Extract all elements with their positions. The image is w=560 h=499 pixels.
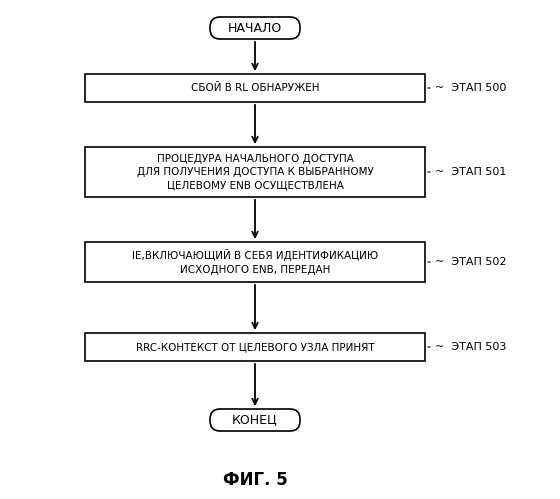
Text: ~  ЭТАП 500: ~ ЭТАП 500: [435, 83, 506, 93]
Text: НАЧАЛО: НАЧАЛО: [228, 21, 282, 34]
Text: ФИГ. 5: ФИГ. 5: [223, 471, 287, 489]
Text: КОНЕЦ: КОНЕЦ: [232, 414, 278, 427]
FancyBboxPatch shape: [85, 333, 425, 361]
FancyBboxPatch shape: [210, 409, 300, 431]
Text: RRC-КОНТЕКСТ ОТ ЦЕЛЕВОГО УЗЛА ПРИНЯТ: RRC-КОНТЕКСТ ОТ ЦЕЛЕВОГО УЗЛА ПРИНЯТ: [136, 342, 374, 352]
Text: ~  ЭТАП 503: ~ ЭТАП 503: [435, 342, 506, 352]
FancyBboxPatch shape: [210, 17, 300, 39]
Text: ПРОЦЕДУРА НАЧАЛЬНОГО ДОСТУПА
ДЛЯ ПОЛУЧЕНИЯ ДОСТУПА К ВЫБРАННОМУ
ЦЕЛЕВОМУ ENB ОСУ: ПРОЦЕДУРА НАЧАЛЬНОГО ДОСТУПА ДЛЯ ПОЛУЧЕН…: [137, 154, 374, 190]
Text: ~  ЭТАП 502: ~ ЭТАП 502: [435, 257, 506, 267]
Text: ~  ЭТАП 501: ~ ЭТАП 501: [435, 167, 506, 177]
Text: СБОЙ В RL ОБНАРУЖЕН: СБОЙ В RL ОБНАРУЖЕН: [191, 83, 319, 93]
Text: IE,ВКЛЮЧАЮЩИЙ В СЕБЯ ИДЕНТИФИКАЦИЮ
ИСХОДНОГО ENB, ПЕРЕДАН: IE,ВКЛЮЧАЮЩИЙ В СЕБЯ ИДЕНТИФИКАЦИЮ ИСХОД…: [132, 250, 378, 274]
FancyBboxPatch shape: [85, 242, 425, 282]
FancyBboxPatch shape: [85, 74, 425, 102]
FancyBboxPatch shape: [85, 147, 425, 197]
